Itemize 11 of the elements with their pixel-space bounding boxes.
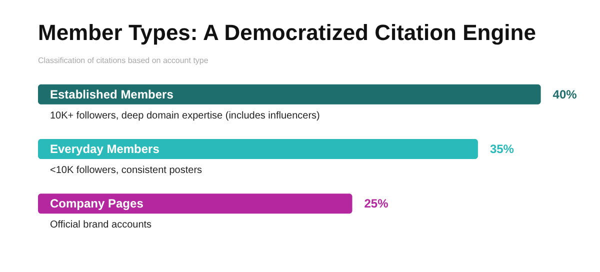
data-label: 40% [552, 87, 578, 102]
annotation: 10K+ followers, deep domain expertise (includes influencers) [50, 110, 320, 122]
data-label: 35% [490, 142, 514, 156]
chart-subtitle: Classification of citations based on account type [38, 56, 209, 65]
y-tick-label: Established Members [50, 87, 174, 102]
data-label: 25% [364, 196, 389, 211]
annotation: <10K followers, consistent posters [50, 165, 202, 176]
y-tick-label: Company Pages [50, 196, 144, 211]
y-tick-label: Everyday Members [50, 142, 160, 156]
chart-title: Member Types: A Democratized Citation Engine [38, 20, 536, 45]
annotation: Official brand accounts [50, 220, 152, 231]
